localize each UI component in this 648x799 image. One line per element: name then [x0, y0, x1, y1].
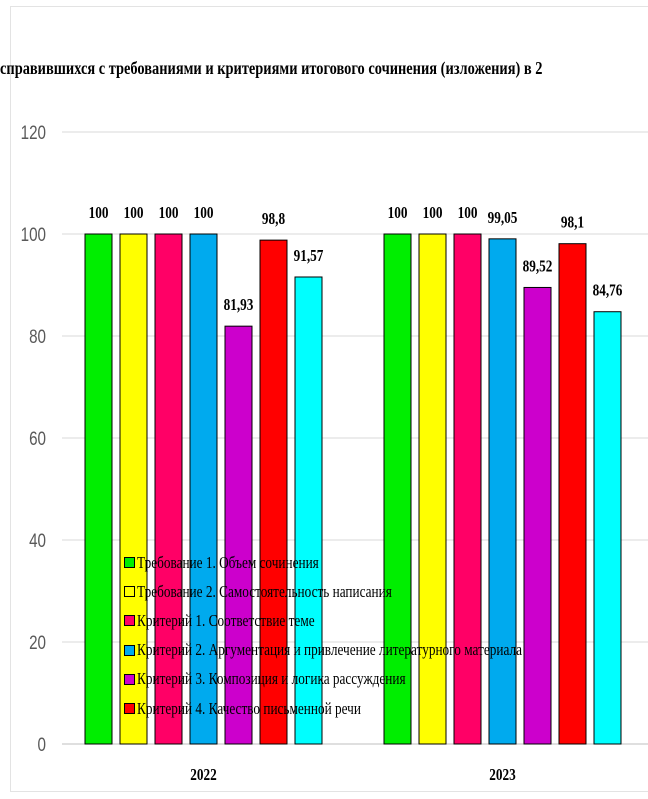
data-label: 100: [458, 204, 478, 223]
data-label: 84,76: [593, 281, 623, 300]
data-label: 98,8: [262, 210, 286, 229]
legend-item: Критерий 2. Аргументация и привлечение л…: [124, 636, 594, 665]
bar: [294, 276, 323, 745]
legend-item: Критерий 4. Качество письменной речи: [124, 694, 594, 723]
legend-swatch: [124, 703, 135, 715]
bar: [119, 233, 148, 745]
y-tick-label: 40: [29, 529, 46, 551]
category-labels: 2022 2023: [190, 766, 516, 785]
data-label: 91,57: [294, 246, 324, 265]
y-tick-label: 60: [29, 427, 46, 449]
legend-label: Критерий 4. Качество письменной речи: [137, 698, 361, 718]
bar: [154, 233, 183, 745]
bar: [558, 243, 587, 745]
bar: [593, 311, 622, 745]
y-tick-label: 20: [29, 631, 46, 653]
data-label: 100: [423, 204, 443, 223]
bar: [453, 233, 482, 745]
bar: [189, 233, 218, 745]
legend-swatch: [124, 557, 135, 569]
legend-label: Критерий 1. Соответствие теме: [137, 610, 315, 630]
data-label: 99,05: [488, 208, 518, 227]
legend-swatch: [124, 673, 135, 685]
legend-label: Требование 1. Объем сочинения: [137, 552, 319, 572]
bar: [84, 233, 113, 745]
legend-label: Требование 2. Самостоятельность написани…: [137, 581, 392, 601]
bar: [488, 238, 517, 745]
bar: [523, 286, 552, 745]
data-label: 100: [388, 204, 408, 223]
data-label: 89,52: [523, 257, 553, 276]
data-label: 100: [159, 204, 179, 223]
data-label: 100: [89, 204, 109, 223]
data-label: 81,93: [224, 296, 254, 315]
data-label: 98,1: [561, 213, 584, 232]
bar: [259, 239, 288, 745]
bar: [383, 233, 412, 745]
bar: [418, 233, 447, 745]
legend-swatch: [124, 615, 135, 627]
y-axis-ticks: 0 20 40 60 80 100 120: [21, 121, 46, 755]
category-label: 2023: [489, 766, 516, 785]
bars: [84, 233, 622, 745]
y-tick-label: 120: [21, 121, 46, 143]
data-label: 100: [124, 204, 144, 223]
y-tick-label: 80: [29, 325, 46, 347]
y-tick-label: 0: [38, 733, 46, 755]
y-tick-label: 100: [21, 223, 46, 245]
data-labels: 100 100 100 100 81,93 98,8 91,57 100 100 100 99,05…: [89, 204, 623, 315]
legend-label: Критерий 2. Аргументация и привлечение л…: [137, 640, 522, 660]
chart-frame: [10, 6, 648, 792]
bar: [224, 325, 253, 745]
legend-item: Критерий 3. Композиция и логика рассужде…: [124, 665, 594, 694]
data-label: 100: [194, 204, 214, 223]
legend-item: Требование 1. Объем сочинения: [124, 548, 594, 577]
legend: Требование 1. Объем сочинения Требование …: [124, 548, 594, 723]
chart-title: справившихся с требованиями и критериями…: [0, 58, 543, 78]
category-label: 2022: [190, 766, 217, 785]
legend-swatch: [124, 644, 135, 656]
legend-swatch: [124, 586, 135, 598]
legend-label: Критерий 3. Композиция и логика рассужде…: [137, 669, 406, 689]
legend-item: Требование 2. Самостоятельность написани…: [124, 577, 594, 606]
legend-item: Критерий 1. Соответствие теме: [124, 606, 594, 635]
